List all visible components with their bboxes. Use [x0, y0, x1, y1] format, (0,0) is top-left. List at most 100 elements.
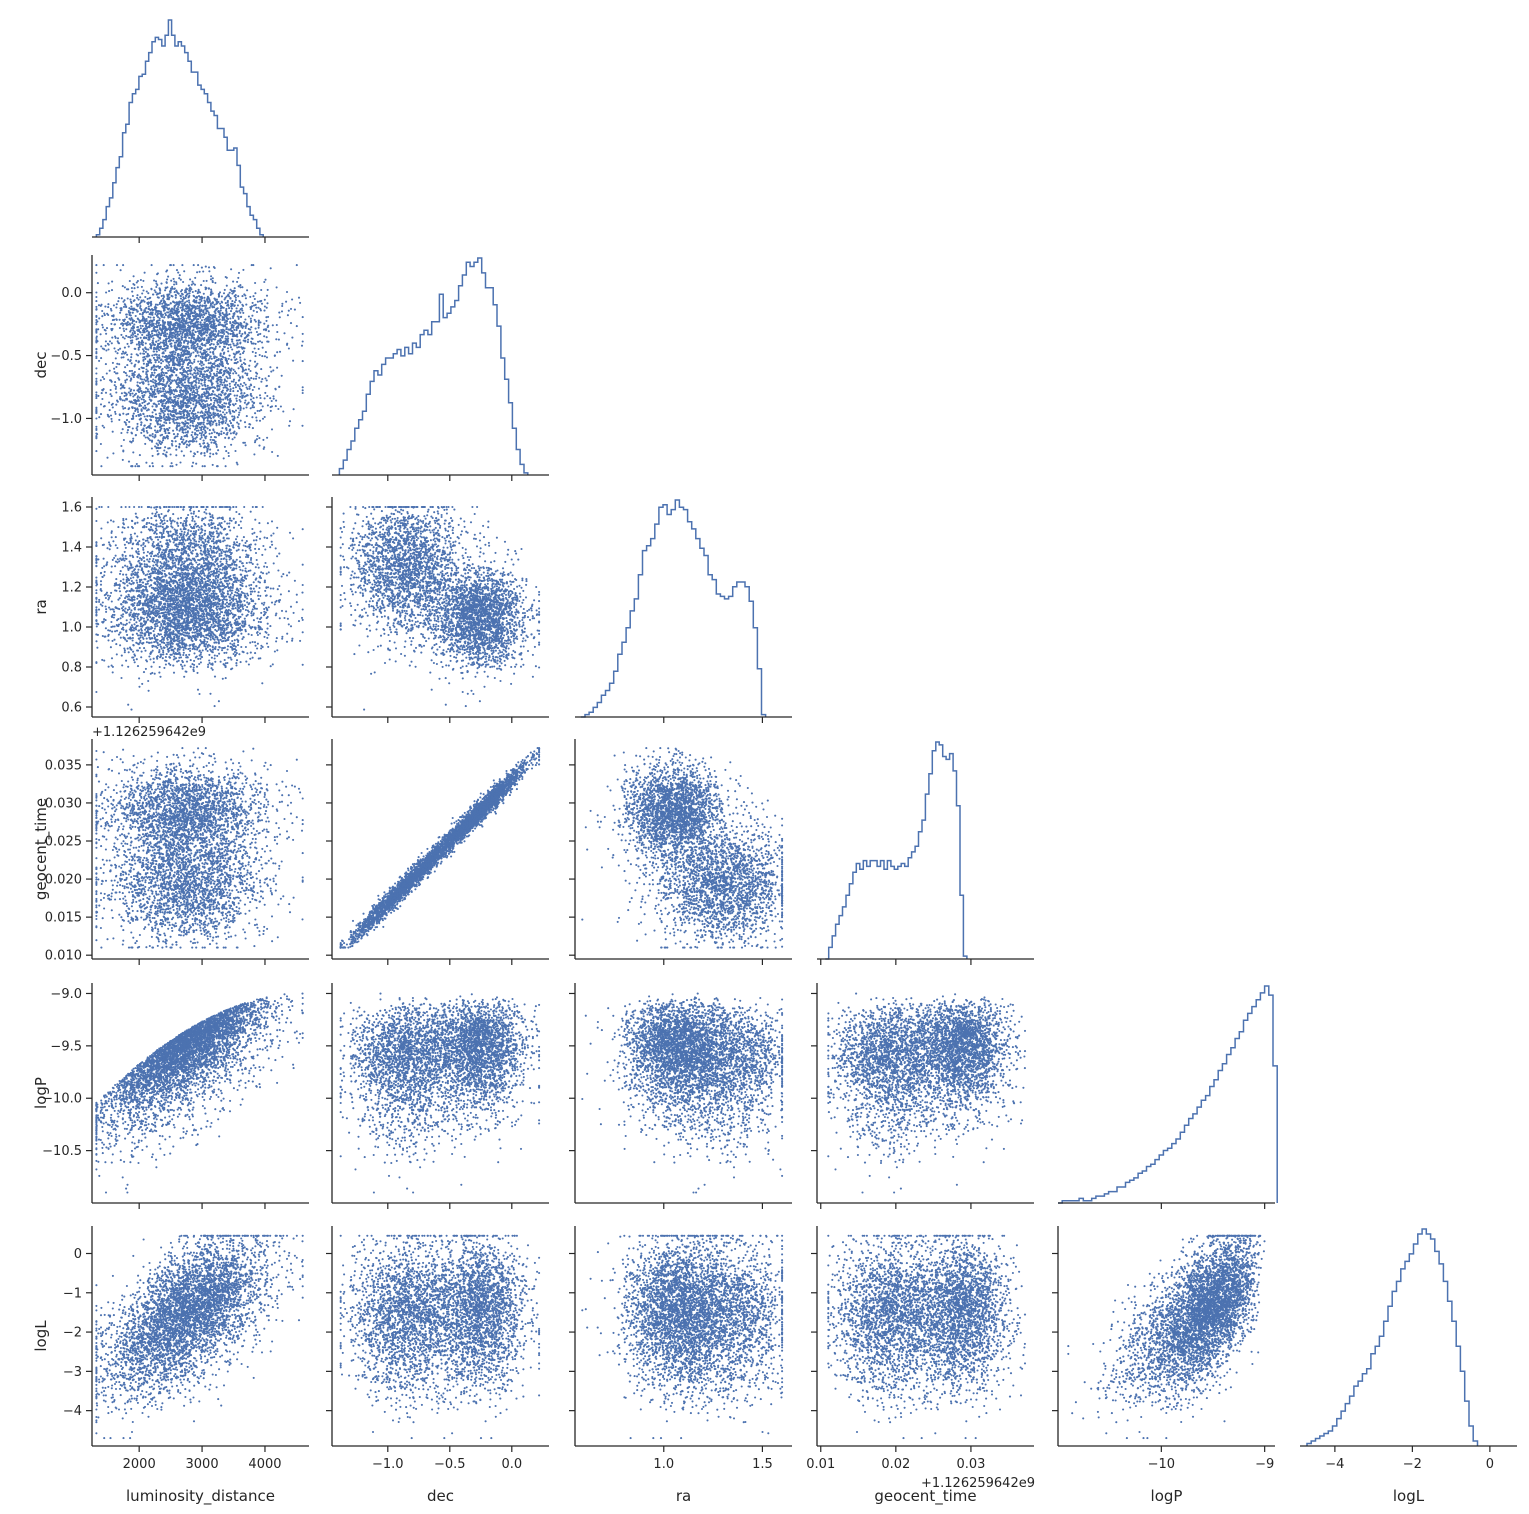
sample-point-2528: [241, 392, 243, 394]
sample-point-2434: [155, 385, 157, 387]
sample-point-2246: [142, 325, 144, 327]
sample-point-2125: [139, 353, 141, 355]
sample-point-2209: [259, 333, 261, 335]
sample-point-1811: [147, 349, 149, 351]
sample-point-1063: [214, 394, 216, 396]
sample-point-2598: [177, 353, 179, 355]
sample-point-1604: [137, 337, 139, 339]
sample-point-2387: [100, 465, 102, 467]
sample-point-1552: [174, 351, 176, 353]
sample-point-98: [152, 411, 154, 413]
sample-point-1478: [202, 423, 204, 425]
sample-point-800: [164, 446, 166, 448]
sample-point-2660: [258, 377, 260, 379]
sample-point-2489: [249, 360, 251, 362]
sample-point-457: [178, 293, 180, 295]
sample-point-2599: [250, 331, 252, 333]
sample-point-817: [273, 398, 275, 400]
sample-point-2614: [223, 343, 225, 345]
sample-point-1698: [201, 361, 203, 363]
sample-point-979: [153, 369, 155, 371]
sample-point-2333: [192, 291, 194, 293]
sample-point-1895: [98, 360, 100, 362]
sample-point-1093: [218, 422, 220, 424]
sample-point-1425: [100, 379, 102, 381]
sample-point-2702: [212, 405, 214, 407]
sample-point-96: [164, 410, 166, 412]
sample-point-1221: [137, 374, 139, 376]
sample-point-2303: [206, 396, 208, 398]
sample-point-2637: [147, 360, 149, 362]
sample-point-1284: [140, 337, 142, 339]
sample-point-216: [141, 286, 143, 288]
sample-point-1977: [95, 308, 97, 310]
sample-point-438: [240, 383, 242, 385]
sample-point-2667: [234, 323, 236, 325]
sample-point-1875: [209, 323, 211, 325]
sample-point-2248: [103, 426, 105, 428]
sample-point-978: [235, 409, 237, 411]
sample-point-1710: [251, 315, 253, 317]
sample-point-783: [264, 416, 266, 418]
sample-point-1794: [171, 351, 173, 353]
sample-point-2095: [166, 451, 168, 453]
sample-point-2629: [212, 464, 214, 466]
sample-point-2267: [231, 338, 233, 340]
sample-point-1303: [183, 270, 185, 272]
sample-point-12: [301, 425, 303, 427]
sample-point-2422: [206, 370, 208, 372]
sample-point-1392: [272, 395, 274, 397]
sample-point-1892: [179, 461, 181, 463]
sample-point-1553: [235, 403, 237, 405]
sample-point-1639: [202, 393, 204, 395]
sample-point-2699: [205, 366, 207, 368]
sample-point-1786: [231, 415, 233, 417]
sample-point-1020: [221, 384, 223, 386]
sample-point-177: [140, 432, 142, 434]
sample-point-2210: [158, 325, 160, 327]
sample-point-79: [276, 331, 278, 333]
sample-point-2320: [199, 291, 201, 293]
sample-point-175: [162, 439, 164, 441]
sample-point-2557: [151, 333, 153, 335]
sample-point-2619: [123, 353, 125, 355]
sample-point-2680: [232, 426, 234, 428]
sample-point-1581: [292, 360, 294, 362]
sample-point-102: [216, 446, 218, 448]
sample-point-1200: [264, 397, 266, 399]
sample-point-2088: [186, 372, 188, 374]
sample-point-2603: [133, 399, 135, 401]
sample-point-1320: [112, 431, 114, 433]
sample-point-1033: [287, 314, 289, 316]
sample-point-2279: [203, 446, 205, 448]
sample-point-2574: [172, 324, 174, 326]
sample-point-2417: [162, 360, 164, 362]
sample-point-527: [119, 319, 121, 321]
sample-point-1609: [301, 345, 303, 347]
sample-point-2669: [160, 401, 162, 403]
sample-point-2238: [153, 374, 155, 376]
sample-point-165: [125, 328, 127, 330]
sample-point-2087: [146, 375, 148, 377]
sample-point-1097: [177, 397, 179, 399]
sample-point-1216: [230, 359, 232, 361]
sample-point-1656: [242, 385, 244, 387]
sample-point-1413: [126, 374, 128, 376]
sample-point-1505: [190, 407, 192, 409]
sample-point-2272: [245, 297, 247, 299]
sample-point-575: [189, 373, 191, 375]
sample-point-2661: [206, 451, 208, 453]
sample-point-1134: [123, 395, 125, 397]
sample-point-2639: [291, 337, 293, 339]
sample-point-1664: [157, 272, 159, 274]
sample-point-7: [163, 449, 165, 451]
sample-point-1801: [122, 450, 124, 452]
sample-point-1580: [199, 317, 201, 319]
sample-point-1708: [248, 365, 250, 367]
sample-point-1449: [246, 415, 248, 417]
sample-point-2054: [148, 383, 150, 385]
sample-point-2217: [148, 396, 150, 398]
sample-point-2218: [257, 307, 259, 309]
sample-point-814: [121, 392, 123, 394]
sample-point-1770: [207, 442, 209, 444]
